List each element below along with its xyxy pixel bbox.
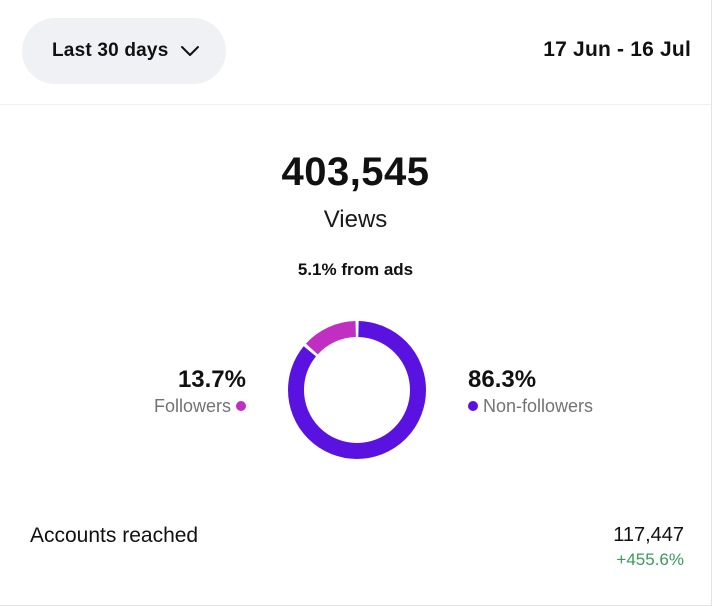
audience-donut-chart	[288, 321, 426, 459]
chevron-down-icon	[181, 46, 200, 56]
ads-share: 5.1% from ads	[297, 260, 414, 279]
followers-dot-icon	[236, 401, 246, 411]
header: Last 30 days 17 Jun - 16 Jul	[0, 0, 711, 105]
followers-label: Followers	[153, 396, 231, 416]
date-range-text: 17 Jun - 16 Jul	[543, 38, 691, 61]
non-followers-legend: 86.3% Non-followers	[468, 366, 593, 418]
accounts-reached-change: +455.6%	[616, 550, 684, 569]
followers-legend: 13.7% Followers	[154, 366, 246, 418]
non-followers-percent: 86.3%	[468, 366, 537, 393]
date-range-dropdown[interactable]: Last 30 days	[22, 18, 226, 84]
non-followers-label: Non-followers	[483, 396, 594, 416]
accounts-reached-value: 117,447	[613, 524, 684, 546]
followers-percent: 13.7%	[177, 366, 246, 393]
donut-segment-non-followers	[288, 321, 426, 459]
date-range-dropdown-label: Last 30 days	[52, 40, 169, 61]
non-followers-dot-icon	[468, 401, 478, 411]
views-total: 403,545	[281, 150, 430, 194]
views-label: Views	[323, 206, 388, 233]
accounts-reached-label: Accounts reached	[30, 524, 199, 547]
